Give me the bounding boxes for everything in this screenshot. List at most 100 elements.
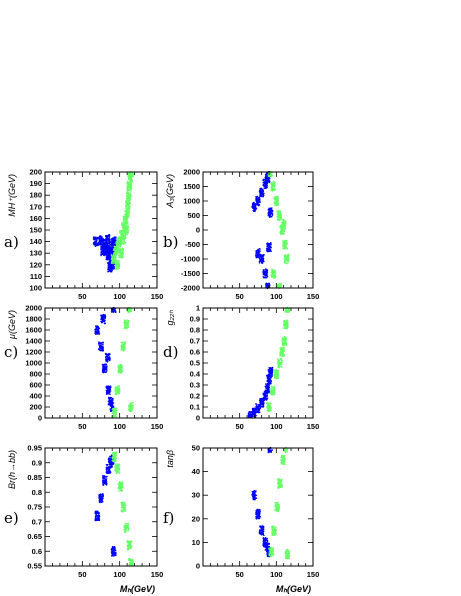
scatter-dot [259, 400, 262, 402]
scatter-dot [281, 355, 283, 357]
scatter-dot [263, 183, 266, 185]
scatter-dot [276, 286, 278, 288]
scatter-dot [97, 329, 100, 332]
scatter-dot [106, 252, 108, 255]
scatter-dot [100, 342, 103, 344]
scatter-dot [268, 244, 270, 247]
scatter-dot [108, 257, 110, 260]
scatter-dot [126, 220, 129, 223]
scatter-dot [284, 227, 287, 230]
scatter-dot [263, 253, 265, 256]
scatter-dot [276, 369, 278, 372]
scatter-dot [266, 186, 268, 189]
scatter-dot [283, 227, 285, 229]
scatter-dot [104, 238, 107, 241]
scatter-dot [286, 257, 289, 260]
scatter-dot [106, 361, 109, 363]
y-tick-label: 160 [29, 214, 42, 223]
scatter-dot [276, 198, 278, 201]
y-tick-label: 140 [29, 237, 42, 246]
scatter-dot [265, 274, 267, 277]
scatter-dot [266, 177, 268, 180]
scatter-dot [269, 214, 272, 217]
scatter-dot [119, 250, 122, 253]
scatter-dot [269, 392, 272, 395]
scatter-dot [115, 264, 118, 267]
scatter-dot [273, 386, 276, 389]
series-blue [92, 234, 117, 273]
y-tick-label: 130 [29, 249, 42, 258]
scatter-dot [114, 245, 116, 248]
scatter-dot [105, 235, 107, 237]
scatter-dot [107, 241, 110, 243]
scatter-dot [270, 246, 272, 249]
x-tick-label: 50 [235, 422, 243, 431]
scatter-dot [281, 222, 283, 224]
scatter-dot [107, 358, 109, 360]
scatter-dot [107, 356, 109, 359]
y-tick-label: 1000 [25, 359, 42, 368]
scatter-dot [119, 363, 122, 366]
scatter-dot [283, 327, 286, 330]
scatter-dot [259, 187, 261, 190]
scatter-dot [261, 254, 263, 257]
scatter-dot [279, 230, 282, 233]
scatter-dot [271, 174, 273, 177]
scatter-dot [119, 256, 122, 258]
scatter-dot [121, 254, 124, 256]
series-blue [251, 170, 274, 290]
scatter-dot [110, 255, 113, 257]
scatter-dot [118, 249, 120, 252]
scatter-dot [122, 240, 125, 242]
scatter-dot [283, 241, 285, 244]
scatter-dot [262, 393, 265, 396]
scatter-dot [103, 320, 106, 323]
scatter-dot [124, 242, 126, 245]
scatter-dot [284, 260, 286, 263]
scatter-dot [126, 319, 129, 321]
scatter-dot [129, 205, 131, 208]
scatter-dot [112, 243, 114, 246]
scatter-dot [130, 172, 133, 175]
scatter-dot [100, 248, 102, 251]
scatter-dot [254, 204, 256, 207]
scatter-dot [111, 399, 114, 401]
scatter-dot [255, 251, 258, 254]
scatter-dot [105, 243, 108, 245]
scatter-dot [132, 406, 134, 409]
scatter-dot [103, 363, 105, 366]
scatter-dot [123, 342, 126, 345]
panel-label: c) [4, 343, 18, 361]
scatter-dot [101, 246, 103, 249]
scatter-dot [115, 249, 118, 252]
scatter-dot [109, 408, 112, 411]
scatter-dot [121, 222, 124, 225]
scatter-dot [125, 221, 127, 224]
scatter-dot [120, 232, 122, 234]
scatter-dot [120, 370, 123, 373]
scatter-dot [127, 176, 130, 179]
scatter-dot [274, 271, 277, 274]
scatter-dot [282, 233, 285, 235]
scatter-dot [95, 327, 97, 330]
scatter-dot [269, 250, 272, 252]
scatter-dot [262, 179, 265, 182]
scatter-dot [249, 411, 252, 414]
scatter-dot [131, 401, 134, 404]
series-green [267, 170, 290, 290]
scatter-dot [277, 358, 279, 360]
scatter-dot [109, 251, 111, 254]
scatter-dot [103, 315, 105, 317]
scatter-dot [114, 268, 117, 270]
scatter-dot [104, 371, 107, 373]
scatter-dot [113, 265, 115, 268]
scatter-dot [119, 370, 122, 372]
scatter-dot [123, 218, 126, 220]
scatter-dot [282, 240, 284, 242]
scatter-dot [106, 255, 108, 257]
scatter-dot [264, 395, 267, 397]
scatter-dot [103, 247, 106, 250]
scatter-dot [266, 174, 269, 177]
